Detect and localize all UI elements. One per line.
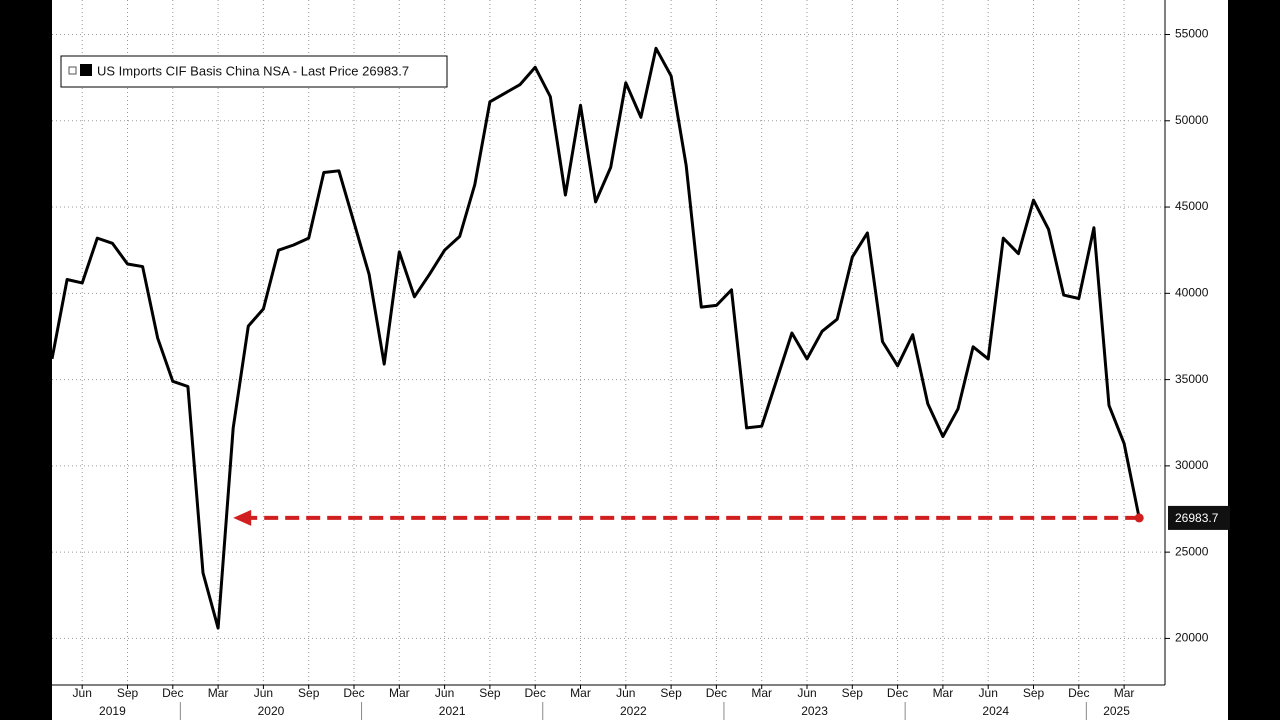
arrow-head (233, 509, 252, 526)
y-tick-label: 35000 (1175, 372, 1209, 386)
y-tick-label: 20000 (1175, 631, 1209, 645)
x-tick-label: Dec (162, 686, 183, 700)
x-tick-label: Jun (797, 686, 816, 700)
legend-box (60, 55, 448, 88)
x-tick-label: Sep (298, 686, 320, 700)
year-label: 2022 (620, 704, 647, 718)
x-tick-label: Mar (208, 686, 229, 700)
y-tick-label: 30000 (1175, 458, 1209, 472)
x-tick-label: Sep (1023, 686, 1045, 700)
year-label: 2025 (1103, 704, 1130, 718)
y-tick-label: 50000 (1175, 113, 1209, 127)
x-tick-label: Mar (1114, 686, 1135, 700)
legend-swatch (80, 64, 92, 76)
year-label: 2021 (439, 704, 466, 718)
y-tick-label: 40000 (1175, 285, 1209, 299)
y-tick-label: 55000 (1175, 27, 1209, 41)
y-tick-label: 25000 (1175, 544, 1209, 558)
year-label: 2024 (982, 704, 1009, 718)
x-tick-label: Dec (525, 686, 546, 700)
x-tick-label: Mar (751, 686, 772, 700)
x-tick-label: Dec (706, 686, 727, 700)
x-tick-label: Dec (887, 686, 908, 700)
x-tick-label: Mar (570, 686, 591, 700)
x-tick-label: Jun (73, 686, 92, 700)
legend-label: US Imports CIF Basis China NSA - Last Pr… (97, 63, 409, 78)
x-tick-label: Jun (979, 686, 998, 700)
x-tick-label: Jun (435, 686, 454, 700)
last-point (1134, 513, 1144, 523)
legend-toggle (68, 66, 77, 75)
last-value-label: 26983.7 (1175, 511, 1219, 525)
y-tick-label: 45000 (1175, 199, 1209, 213)
year-label: 2020 (258, 704, 285, 718)
x-tick-label: Sep (660, 686, 682, 700)
x-tick-label: Sep (842, 686, 864, 700)
x-tick-label: Sep (479, 686, 501, 700)
x-tick-label: Jun (616, 686, 635, 700)
plot-background (52, 0, 1228, 720)
x-tick-label: Mar (933, 686, 954, 700)
x-tick-label: Dec (1068, 686, 1089, 700)
last-value-badge (1168, 505, 1230, 530)
year-label: 2019 (99, 704, 126, 718)
x-tick-label: Jun (254, 686, 273, 700)
x-tick-label: Mar (389, 686, 410, 700)
year-label: 2023 (801, 704, 828, 718)
x-tick-label: Sep (117, 686, 139, 700)
x-tick-label: Dec (343, 686, 364, 700)
line-series (50, 46, 1141, 630)
